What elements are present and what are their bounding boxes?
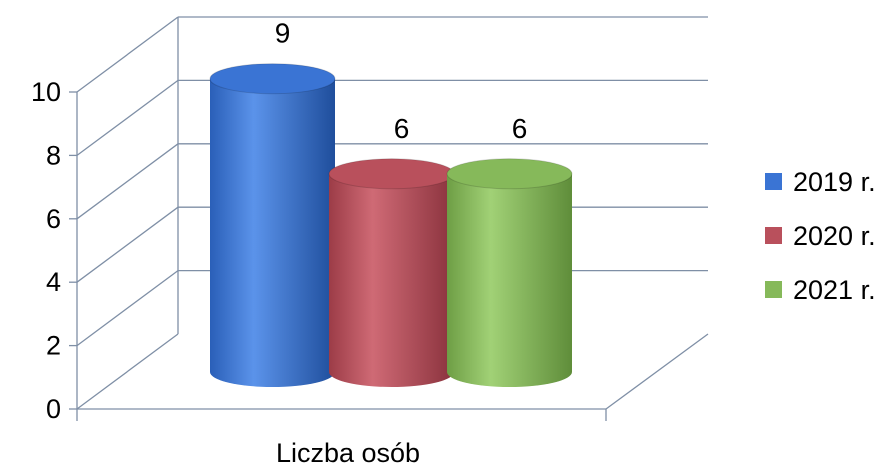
legend-label: 2020 r.: [793, 221, 876, 251]
bar-top: [446, 158, 573, 190]
gridline-diagonal: [76, 79, 179, 156]
gridline-diagonal: [76, 143, 179, 220]
bar-top: [328, 158, 455, 190]
y-tick-label: 10: [31, 77, 61, 107]
y-tick-label: 0: [46, 394, 61, 424]
legend-swatch: [765, 173, 782, 190]
floor-edge: [605, 333, 709, 410]
legend-swatch: [765, 227, 782, 244]
y-tick-label: 4: [46, 267, 61, 297]
y-tick-label: 2: [46, 331, 61, 361]
gridline-diagonal: [76, 16, 179, 93]
axes: 0 2 4 6 8 10 Liczba osób: [31, 77, 709, 467]
data-labels: 9 6 6: [275, 18, 528, 144]
gridline-diagonal: [76, 206, 179, 283]
bar-body: [329, 173, 454, 388]
data-label: 6: [394, 113, 410, 144]
bar-top: [209, 63, 336, 95]
bar-body: [447, 173, 572, 388]
legend: 2019 r. 2020 r. 2021 r.: [765, 167, 876, 305]
bars: [209, 63, 573, 388]
gridline-diagonal: [76, 270, 179, 347]
data-label: 9: [275, 18, 291, 49]
data-label: 6: [512, 113, 528, 144]
bar-2021: [446, 158, 573, 388]
legend-swatch: [765, 281, 782, 298]
legend-label: 2021 r.: [793, 275, 876, 305]
bar-2020: [328, 158, 455, 388]
gridline-diagonal: [76, 333, 179, 410]
bar-2019: [209, 63, 336, 388]
y-tick-label: 6: [46, 204, 61, 234]
legend-label: 2019 r.: [793, 167, 876, 197]
x-category-label: Liczba osób: [276, 438, 420, 467]
bar-body: [210, 78, 335, 388]
y-tick-label: 8: [46, 140, 61, 170]
